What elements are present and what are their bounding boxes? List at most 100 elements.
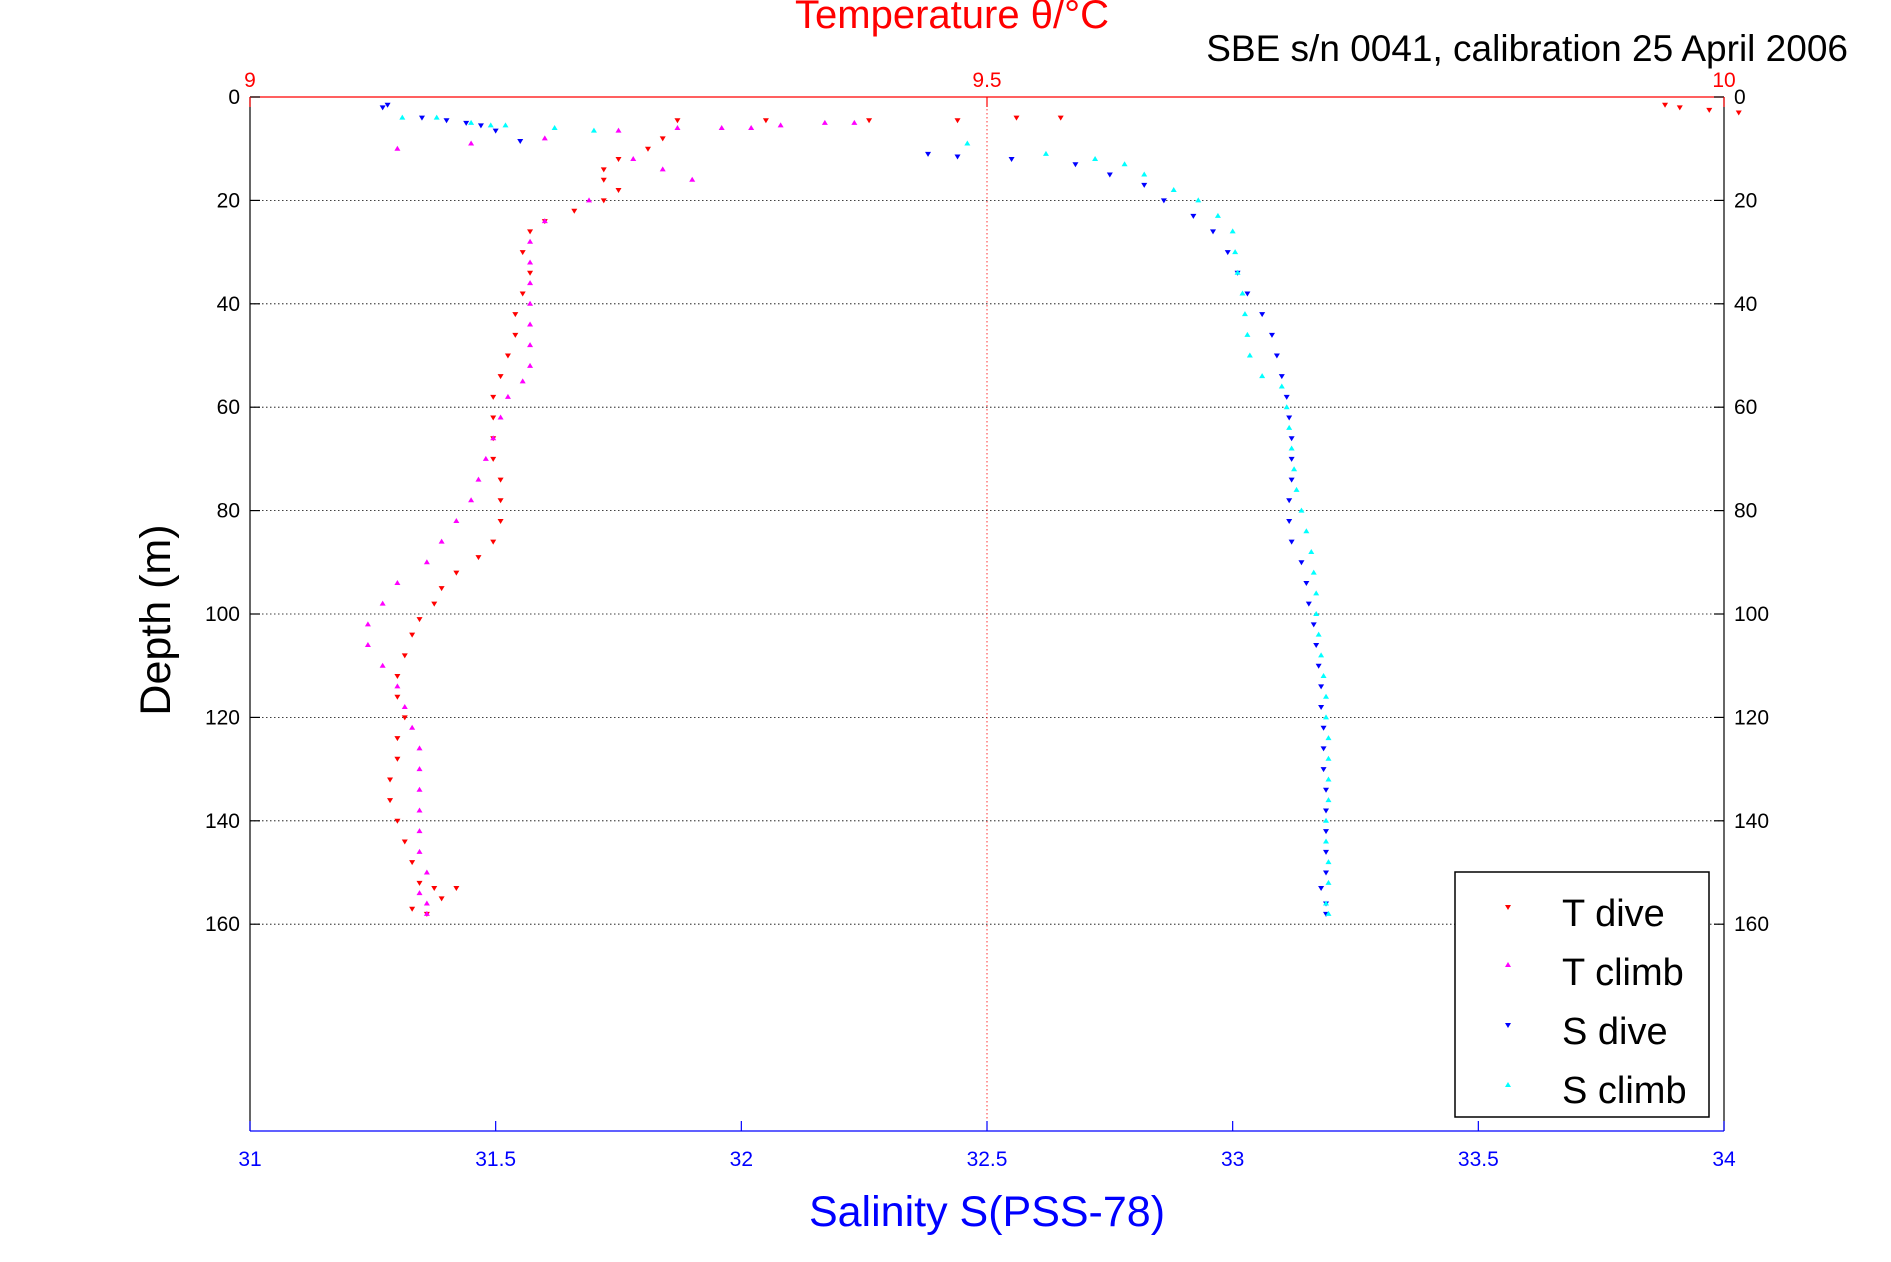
data-point (387, 798, 394, 804)
data-point (1106, 172, 1113, 178)
temperature-tick-label: 9.5 (972, 69, 1001, 92)
data-point (1141, 171, 1148, 177)
data-point (1259, 373, 1266, 379)
data-point (718, 125, 725, 131)
data-point (379, 662, 386, 668)
data-point (519, 378, 526, 384)
data-point (1320, 673, 1327, 679)
data-point (1676, 105, 1683, 111)
data-point (659, 166, 666, 172)
salinity-tick-label: 31.5 (475, 1148, 516, 1171)
data-point (1244, 291, 1251, 297)
depth-tick-label-left: 20 (217, 189, 240, 212)
data-point (674, 118, 681, 124)
data-point (1190, 213, 1197, 219)
data-point (630, 156, 637, 162)
legend-label-s-dive: S dive (1562, 1011, 1668, 1053)
legend-item-s-climb: S climb (1505, 1070, 1687, 1112)
data-point (416, 766, 423, 772)
data-point (1232, 249, 1239, 255)
data-point (423, 869, 430, 875)
data-point (925, 151, 932, 157)
data-point (492, 128, 499, 134)
data-point (527, 280, 534, 286)
data-point (1318, 684, 1325, 690)
grid-lines (250, 97, 1724, 1131)
data-point (468, 497, 475, 503)
data-point (1298, 560, 1305, 566)
data-point (615, 157, 622, 163)
data-point (541, 135, 548, 141)
data-point (1325, 910, 1332, 916)
depth-tick-label-right: 100 (1734, 603, 1769, 626)
data-point (394, 736, 401, 742)
data-point (1057, 115, 1064, 121)
data-point (1288, 436, 1295, 442)
data-point (964, 140, 971, 146)
data-point (1325, 879, 1332, 885)
data-point (517, 138, 524, 144)
depth-tick-label-right: 0 (1734, 86, 1746, 109)
data-point (433, 114, 440, 120)
data-point (1288, 477, 1295, 483)
data-point (748, 125, 755, 131)
data-point (1286, 498, 1293, 504)
legend-item-t-climb: T climb (1505, 952, 1684, 994)
data-point (475, 555, 482, 561)
data-point (431, 601, 438, 607)
data-point (1286, 415, 1293, 421)
data-point (1298, 507, 1305, 513)
data-point (1706, 107, 1713, 113)
depth-tick-label-left: 80 (217, 500, 240, 523)
data-point (954, 154, 961, 160)
depth-tick-label-right: 40 (1734, 293, 1757, 316)
salinity-tick-label: 33 (1221, 1148, 1244, 1171)
data-point (1278, 374, 1285, 380)
data-point (1241, 311, 1248, 317)
data-point (1286, 424, 1293, 430)
temperature-tick-label: 9 (244, 69, 256, 92)
data-point (1325, 859, 1332, 865)
data-point (453, 886, 460, 892)
data-point (497, 414, 504, 420)
data-point (1170, 187, 1177, 193)
data-point (1308, 548, 1315, 554)
data-point (600, 198, 607, 204)
chart-title: Temperature θ/°C (795, 0, 1109, 37)
data-point (615, 188, 622, 194)
data-point (1283, 394, 1290, 400)
data-point (659, 136, 666, 142)
depth-tick-label-left: 40 (217, 293, 240, 316)
data-point (1323, 870, 1330, 876)
depth-tick-label-left: 160 (205, 913, 240, 936)
data-point (416, 786, 423, 792)
data-point (1268, 332, 1275, 338)
data-point (527, 342, 534, 348)
data-point (423, 559, 430, 565)
legend-label-t-climb: T climb (1562, 952, 1684, 994)
depth-tick-label-right: 120 (1734, 706, 1769, 729)
data-point (519, 291, 526, 297)
depth-tick-label-right: 160 (1734, 913, 1769, 936)
data-point (497, 518, 504, 524)
data-point (401, 839, 408, 845)
depth-tick-label-right: 140 (1734, 810, 1769, 833)
data-point (416, 880, 423, 886)
data-point (1259, 312, 1266, 318)
data-point (1325, 776, 1332, 782)
data-point (490, 415, 497, 421)
data-point (453, 570, 460, 576)
legend-label-s-climb: S climb (1562, 1070, 1687, 1112)
legend-item-s-dive: S dive (1505, 1011, 1668, 1053)
data-point (490, 394, 497, 400)
data-point (1320, 746, 1327, 752)
data-point (1288, 539, 1295, 545)
data-point (519, 250, 526, 256)
data-point (477, 123, 484, 129)
data-point (1288, 456, 1295, 462)
data-point (1283, 404, 1290, 410)
data-point (512, 312, 519, 318)
data-point (394, 674, 401, 680)
data-point (1288, 445, 1295, 451)
data-point (851, 119, 858, 125)
